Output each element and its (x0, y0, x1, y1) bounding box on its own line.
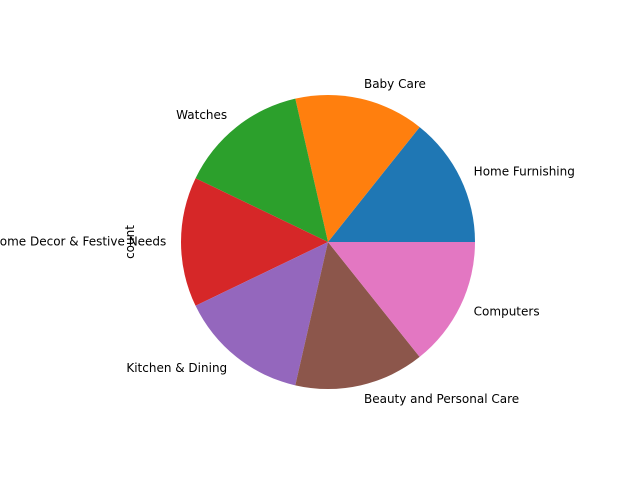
pie-slice-kitchen-and-dining (195, 242, 328, 386)
slice-label-baby-care: Baby Care (364, 77, 426, 91)
slice-label-kitchen-and-dining: Kitchen & Dining (126, 361, 227, 375)
y-axis-label: count (123, 225, 137, 259)
pie-slice-beauty-and-personal-care (295, 242, 420, 389)
slice-labels: Home Furnishing Baby Care Watches Home Deco… (0, 77, 575, 406)
pie-slice-computers (328, 242, 475, 357)
slice-label-computers: Computers (474, 305, 540, 319)
slice-label-watches: Watches (176, 108, 227, 122)
pie-slice-home-decor-and-festive-needs (180, 178, 328, 306)
slice-label-beauty-and-personal-care: Beauty and Personal Care (364, 392, 519, 406)
pie-slice-home-furnishing (328, 127, 475, 242)
pie-slices (180, 95, 475, 389)
pie-slice-baby-care (295, 95, 420, 242)
slice-label-home-furnishing: Home Furnishing (474, 164, 575, 178)
pie-slice-watches (195, 98, 328, 242)
slice-label-home-decor-and-festive-needs: Home Decor & Festive Needs (0, 235, 166, 249)
